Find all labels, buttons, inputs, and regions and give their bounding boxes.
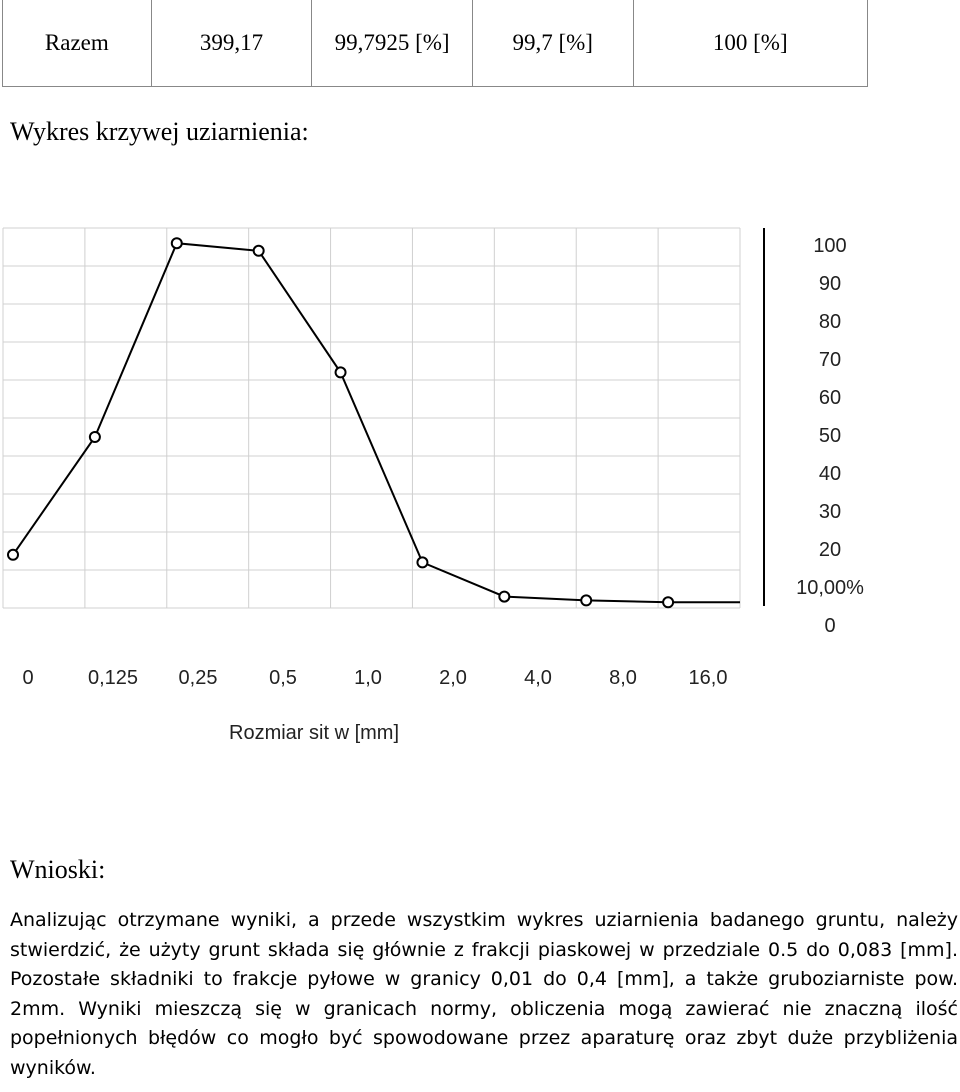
- x-tick-label: 4,0: [524, 667, 552, 689]
- section-heading: Wykres krzywej uziarnienia:: [10, 117, 309, 146]
- data-point: [334, 366, 347, 379]
- x-axis-label: Rozmiar sit w [mm]: [229, 722, 399, 744]
- summary-percent-rounded: 99,7 [%]: [473, 0, 634, 86]
- data-point: [416, 556, 429, 569]
- data-point: [7, 548, 19, 561]
- chart-series: [7, 237, 740, 609]
- y-tick-label: 50: [819, 425, 841, 447]
- data-point: [88, 431, 101, 443]
- chart-grid: [2, 227, 741, 609]
- y-tick-label: 80: [819, 311, 841, 333]
- data-point: [498, 590, 511, 603]
- summary-row: Razem 399,17 99,7925 [%] 99,7 [%] 100 [%…: [2, 0, 868, 87]
- x-tick-labels: 0 0,125 0,25 0,5 1,0 2,0 4,0 8,0 16,0: [22, 667, 727, 689]
- conclusions-text: Analizując otrzymane wyniki, a przede ws…: [10, 909, 958, 1079]
- x-tick-label: 0,5: [269, 667, 297, 689]
- y-tick-label: 70: [819, 349, 841, 371]
- data-point: [580, 594, 593, 607]
- y-tick-label: 40: [819, 463, 841, 485]
- y-tick-label: 10,00%: [796, 577, 864, 599]
- x-tick-label: 16,0: [689, 667, 728, 689]
- conclusions-heading: Wnioski:: [10, 855, 106, 884]
- data-point: [252, 244, 265, 257]
- x-tick-label: 8,0: [609, 667, 637, 689]
- y-tick-label: 20: [819, 539, 841, 561]
- x-tick-label: 1,0: [354, 667, 382, 689]
- data-point: [662, 596, 675, 609]
- x-tick-label: 2,0: [439, 667, 467, 689]
- summary-label: Razem: [3, 0, 152, 86]
- y-tick-label: 0: [824, 615, 835, 637]
- y-tick-label: 100: [813, 235, 846, 257]
- summary-mass: 399,17: [152, 0, 313, 86]
- y-tick-label: 60: [819, 387, 841, 409]
- y-tick-label: 90: [819, 273, 841, 295]
- summary-percent-total: 100 [%]: [634, 0, 868, 86]
- x-tick-label: 0,25: [179, 667, 218, 689]
- x-tick-label: 0,125: [88, 667, 138, 689]
- data-point: [170, 237, 183, 250]
- summary-percent-sum: 99,7925 [%]: [312, 0, 473, 86]
- series-line: [12, 242, 740, 604]
- grain-size-chart: 0 0,125 0,25 0,5 1,0 2,0 4,0 8,0 16,0 100 90 80 70 6…: [2, 227, 864, 744]
- y-tick-label: 30: [819, 501, 841, 523]
- x-tick-label: 0: [22, 667, 33, 689]
- y-tick-labels: 100 90 80 70 60 50 40 30 20 10,00% 0: [796, 235, 864, 637]
